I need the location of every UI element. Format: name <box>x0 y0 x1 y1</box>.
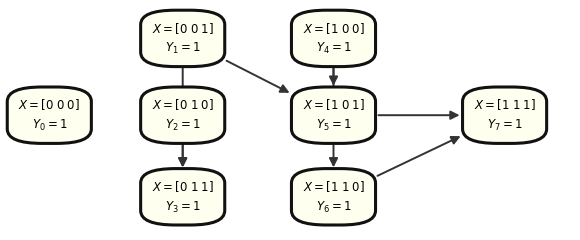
FancyBboxPatch shape <box>291 87 376 143</box>
FancyBboxPatch shape <box>140 87 224 143</box>
Text: $X = [1\;1\;1]$
$Y_7 = 1$: $X = [1\;1\;1]$ $Y_7 = 1$ <box>474 97 535 133</box>
FancyBboxPatch shape <box>140 10 224 67</box>
Text: $X = [0\;1\;0]$
$Y_2 = 1$: $X = [0\;1\;0]$ $Y_2 = 1$ <box>152 97 213 133</box>
Text: $X = [1\;0\;0]$
$Y_4 = 1$: $X = [1\;0\;0]$ $Y_4 = 1$ <box>303 21 364 56</box>
FancyBboxPatch shape <box>140 168 224 225</box>
Text: $X = [0\;1\;1]$
$Y_3 = 1$: $X = [0\;1\;1]$ $Y_3 = 1$ <box>152 179 213 215</box>
FancyBboxPatch shape <box>8 87 92 143</box>
Text: $X = [0\;0\;1]$
$Y_1 = 1$: $X = [0\;0\;1]$ $Y_1 = 1$ <box>152 21 213 56</box>
Text: $X = [1\;0\;1]$
$Y_5 = 1$: $X = [1\;0\;1]$ $Y_5 = 1$ <box>303 97 364 133</box>
Text: $X = [0\;0\;0]$
$Y_0 = 1$: $X = [0\;0\;0]$ $Y_0 = 1$ <box>19 97 80 133</box>
FancyBboxPatch shape <box>291 168 376 225</box>
FancyBboxPatch shape <box>291 10 376 67</box>
FancyBboxPatch shape <box>463 87 547 143</box>
Text: $X = [1\;1\;0]$
$Y_6 = 1$: $X = [1\;1\;0]$ $Y_6 = 1$ <box>303 179 364 215</box>
